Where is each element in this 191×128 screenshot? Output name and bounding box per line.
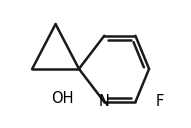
Text: OH: OH: [51, 91, 74, 106]
Text: N: N: [99, 94, 110, 109]
Text: F: F: [156, 94, 164, 109]
